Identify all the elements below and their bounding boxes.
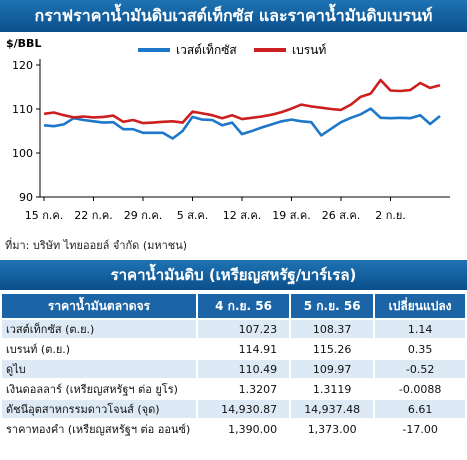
table-row: เวสต์เท็กซัส (ต.ย.) 107.23 108.37 1.14 — [2, 320, 465, 338]
x-tick-label: 19 ส.ค. — [272, 209, 311, 222]
row-label: ดูไบ — [2, 360, 196, 378]
row-label: เบรนท์ (ต.ย.) — [2, 340, 196, 358]
y-axis-label: $/BBL — [6, 37, 41, 50]
legend-label-wti: เวสต์เท็กซัส — [176, 42, 237, 57]
header-market: ราคาน้ำมันตลาดจร — [2, 294, 196, 318]
x-tick-label: 12 ส.ค. — [223, 209, 262, 222]
row-change: 6.61 — [375, 400, 465, 418]
table-row: ดัชนีอุตสาหกรรมดาวโจนส์ (จุด) 14,930.87 … — [2, 400, 465, 418]
y-tick-label: 90 — [19, 191, 33, 204]
table-row: ดูไบ 110.49 109.97 -0.52 — [2, 360, 465, 378]
source-note: ที่มา: บริษัท ไทยออยล์ จำกัด (มหาชน) — [5, 239, 188, 252]
row-change: -17.00 — [375, 420, 465, 438]
row-label: ราคาทองคำ (เหรียญสหรัฐฯ ต่อ ออนซ์) — [2, 420, 196, 438]
row-value-date-2: 108.37 — [291, 320, 374, 338]
x-tick-label: 29 ก.ค. — [124, 209, 163, 222]
section-title: ราคาน้ำมันดิบ (เหรียญสหรัฐ/บาร์เรล) — [110, 266, 357, 284]
row-value-date-2: 1.3119 — [291, 380, 374, 398]
y-tick-label: 120 — [12, 59, 33, 72]
x-tick-label: 22 ก.ค. — [74, 209, 113, 222]
row-label: เงินดอลลาร์ (เหรียญสหรัฐฯ ต่อ ยูโร) — [2, 380, 196, 398]
header-date-1: 4 ก.ย. 56 — [198, 294, 290, 318]
x-tick-label: 5 ส.ค. — [177, 209, 209, 222]
row-value-date-1: 1,390.00 — [198, 420, 290, 438]
row-change: 0.35 — [375, 340, 465, 358]
header-date-2: 5 ก.ย. 56 — [291, 294, 374, 318]
row-change: 1.14 — [375, 320, 465, 338]
row-value-date-1: 110.49 — [198, 360, 290, 378]
table-row: เบรนท์ (ต.ย.) 114.91 115.26 0.35 — [2, 340, 465, 358]
y-tick-label: 110 — [12, 103, 33, 116]
row-value-date-2: 115.26 — [291, 340, 374, 358]
table-header-row: ราคาน้ำมันตลาดจร 4 ก.ย. 56 5 ก.ย. 56 เปล… — [2, 294, 465, 318]
x-tick-label: 2 ก.ย. — [375, 209, 406, 222]
section-title-bar: ราคาน้ำมันดิบ (เหรียญสหรัฐ/บาร์เรล) — [0, 260, 467, 290]
row-value-date-1: 107.23 — [198, 320, 290, 338]
table-row: เงินดอลลาร์ (เหรียญสหรัฐฯ ต่อ ยูโร) 1.32… — [2, 380, 465, 398]
row-value-date-2: 109.97 — [291, 360, 374, 378]
row-value-date-2: 14,937.48 — [291, 400, 374, 418]
row-label: ดัชนีอุตสาหกรรมดาวโจนส์ (จุด) — [2, 400, 196, 418]
x-tick-label: 15 ก.ค. — [25, 209, 64, 222]
row-change: -0.52 — [375, 360, 465, 378]
oil-price-line-chart: 90 100 110 120 $/BBL 15 ก.ค. 22 ก.ค. 29 ก.ค. 5 ส… — [6, 37, 450, 222]
y-tick-label: 100 — [12, 147, 33, 160]
chart-title-bar: กราฟราคาน้ำมันดิบเวสต์เท็กซัส และราคาน้ำ… — [0, 0, 467, 32]
row-value-date-2: 1,373.00 — [291, 420, 374, 438]
header-change: เปลี่ยนแปลง — [375, 294, 465, 318]
row-change: -0.0088 — [375, 380, 465, 398]
table-row: ราคาทองคำ (เหรียญสหรัฐฯ ต่อ ออนซ์) 1,390… — [2, 420, 465, 438]
row-value-date-1: 14,930.87 — [198, 400, 290, 418]
row-label: เวสต์เท็กซัส (ต.ย.) — [2, 320, 196, 338]
legend-label-brent: เบรนท์ — [292, 43, 326, 57]
chart-title: กราฟราคาน้ำมันดิบเวสต์เท็กซัส และราคาน้ำ… — [34, 5, 433, 25]
row-value-date-1: 114.91 — [198, 340, 290, 358]
row-value-date-1: 1.3207 — [198, 380, 290, 398]
series-line-wti — [43, 107, 441, 140]
price-table: ราคาน้ำมันตลาดจร 4 ก.ย. 56 5 ก.ย. 56 เปล… — [0, 292, 467, 440]
x-tick-label: 26 ส.ค. — [322, 209, 361, 222]
series-line-brent — [43, 78, 441, 125]
